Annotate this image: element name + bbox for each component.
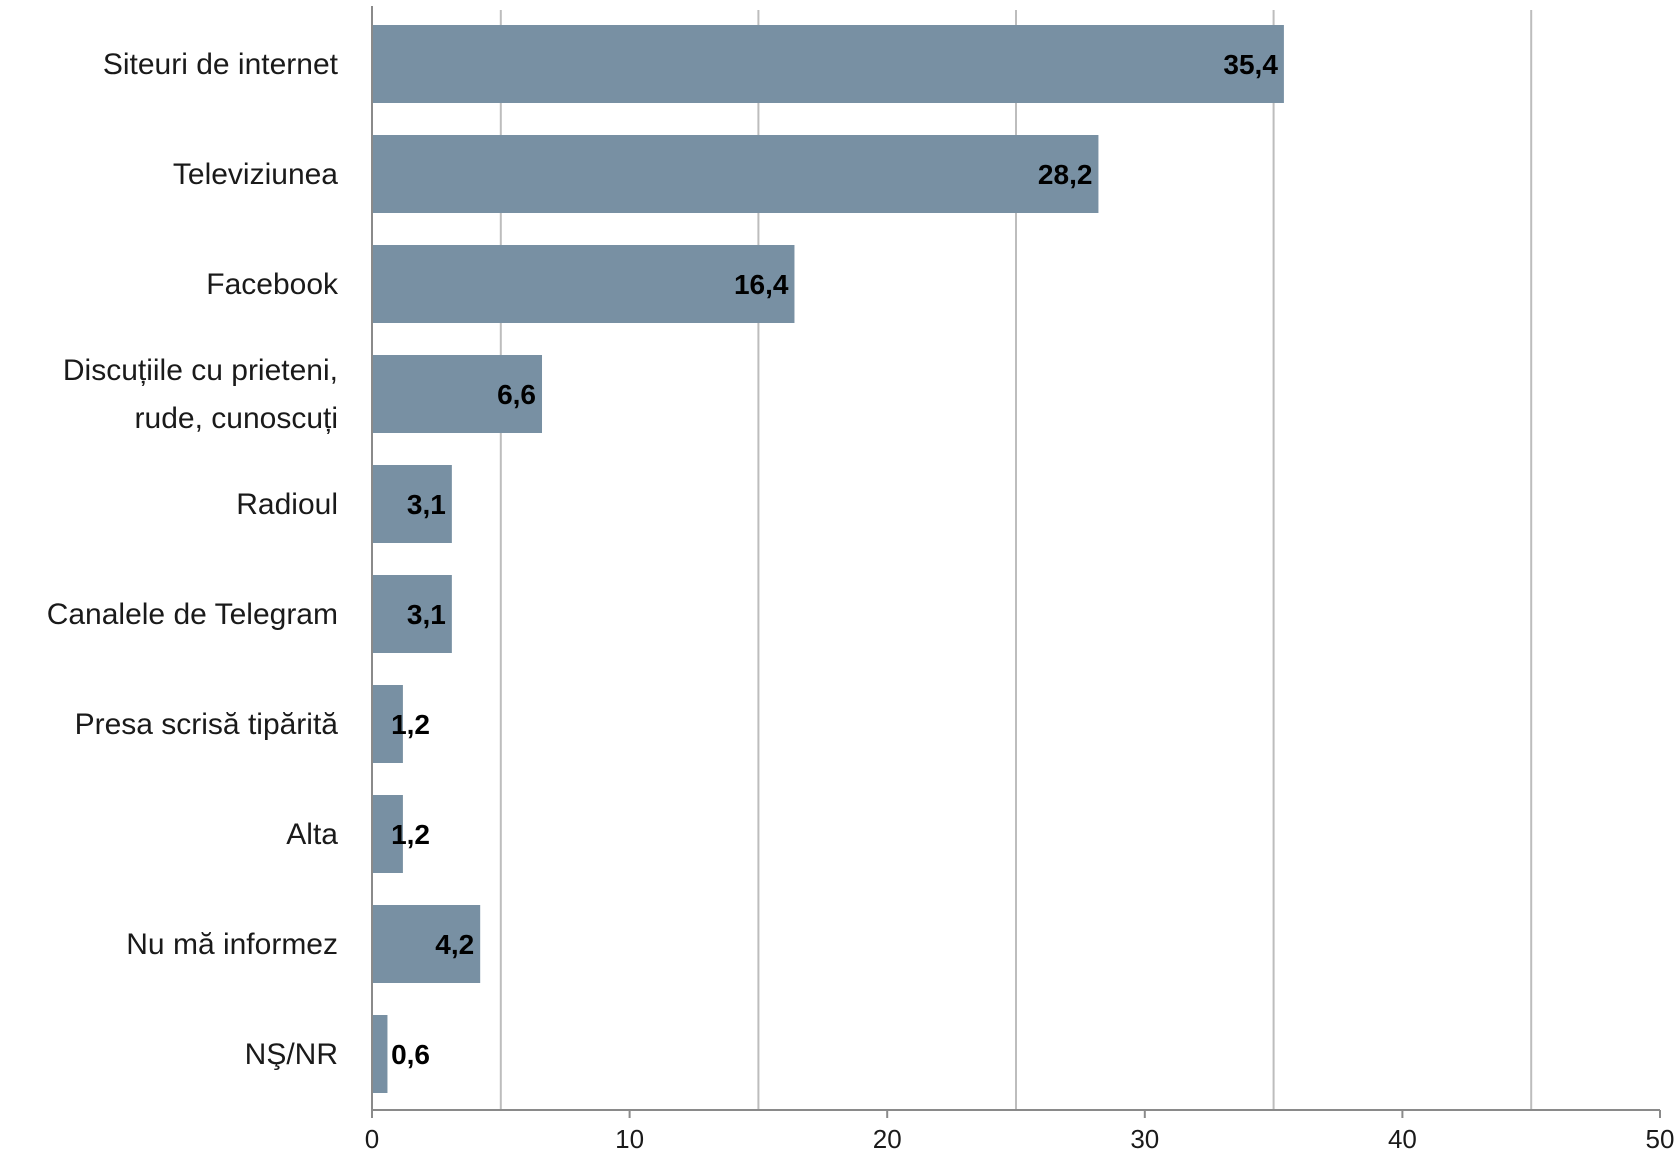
category-label: Canalele de Telegram <box>47 598 338 631</box>
x-tick-label: 0 <box>365 1124 379 1152</box>
data-label: 1,2 <box>391 819 430 850</box>
category-label: Alta <box>286 818 338 851</box>
category-labels: Siteuri de internet Televiziunea Facebook D… <box>47 48 339 1071</box>
bar <box>372 575 452 653</box>
category-label: rude, cunoscuți <box>135 402 338 435</box>
data-label: 1,2 <box>391 709 430 740</box>
x-tick-label: 10 <box>615 1124 644 1152</box>
bar <box>372 25 1284 103</box>
bar <box>372 685 403 763</box>
bar <box>372 355 543 433</box>
data-label: 3,1 <box>407 599 446 630</box>
axes <box>371 6 1661 1118</box>
category-label: Radioul <box>236 488 338 521</box>
bar <box>372 795 403 873</box>
bar <box>372 905 481 983</box>
bar <box>372 465 452 543</box>
category-label: Nu mă informez <box>126 928 338 961</box>
x-tick-label: 50 <box>1646 1124 1675 1152</box>
category-label: Siteuri de internet <box>103 48 339 81</box>
value-labels: 35,4 28,2 16,4 6,6 3,1 3,1 1,2 1,2 4,2 0,6 <box>391 49 1278 1070</box>
data-label: 16,4 <box>734 269 789 300</box>
bar <box>372 1015 388 1093</box>
category-label: Presa scrisă tipărită <box>75 708 339 741</box>
x-tick-label: 30 <box>1130 1124 1159 1152</box>
data-label: 3,1 <box>407 489 446 520</box>
category-label: Televiziunea <box>173 158 338 191</box>
bar <box>372 245 795 323</box>
x-tick-label: 40 <box>1388 1124 1417 1152</box>
bars <box>372 25 1284 1093</box>
x-tick-label: 20 <box>873 1124 902 1152</box>
data-label: 28,2 <box>1038 159 1093 190</box>
data-label: 6,6 <box>497 379 536 410</box>
data-label: 0,6 <box>391 1039 430 1070</box>
category-label: Discuțiile cu prieteni, <box>63 354 338 387</box>
data-label: 35,4 <box>1223 49 1278 80</box>
bar <box>372 135 1099 213</box>
data-label: 4,2 <box>435 929 474 960</box>
category-label: Facebook <box>206 268 339 301</box>
category-label: NŞ/NR <box>245 1038 338 1071</box>
x-tick-labels: 0 10 20 30 40 50 <box>365 1124 1675 1152</box>
